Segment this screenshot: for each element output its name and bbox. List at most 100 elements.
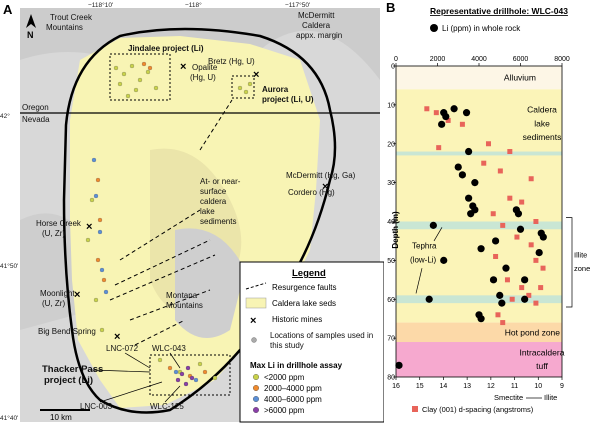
label-wlc043: WLC-043 xyxy=(152,344,186,353)
legend-item: Resurgence faults xyxy=(272,283,336,292)
bottom-tick-label: 10 xyxy=(534,383,542,390)
depth-zone xyxy=(396,322,562,343)
smectite-label: Smectite xyxy=(494,393,523,402)
label-montana: Mountains xyxy=(166,301,203,310)
label-lake-seds: surface xyxy=(200,187,227,196)
assay-class-label: 4000–6000 ppm xyxy=(264,395,322,404)
clay-point xyxy=(500,222,506,228)
label-opalite: Opalite xyxy=(192,63,218,72)
y-tick-label: 20 xyxy=(387,141,395,148)
clay-point xyxy=(540,265,546,271)
label-moonlight: (U, Zr) xyxy=(42,299,65,308)
clay-point xyxy=(433,110,439,116)
clay-point xyxy=(526,292,532,298)
leader-lines xyxy=(91,352,181,403)
assay-class-marker xyxy=(252,385,259,392)
thacker-box xyxy=(149,354,231,396)
label-lnc003: LNC-003 xyxy=(80,402,113,411)
sample-location-symbol xyxy=(251,337,257,343)
label-lake-seds: lake xyxy=(200,207,215,216)
jindalee-box xyxy=(109,53,171,101)
scale-label: 10 km xyxy=(50,413,72,422)
label-lnc072: LNC-072 xyxy=(106,344,139,353)
label-big-bend: Big Bend Spring xyxy=(38,327,96,336)
lon-tick: −117°50' xyxy=(285,1,310,9)
svg-text:×: × xyxy=(86,221,92,233)
li-point xyxy=(450,105,458,113)
svg-text:×: × xyxy=(180,61,186,73)
li-point xyxy=(465,147,473,156)
label-thacker: Thacker Pass xyxy=(42,364,103,375)
illite-zone-label: Illite xyxy=(574,250,587,259)
clay-point xyxy=(519,285,525,291)
label-margin: Caldera xyxy=(302,21,331,30)
assay-class-marker xyxy=(252,407,259,414)
caldera-map: × × × × × × −118°10' −118° −117°50' 42° 41°50… xyxy=(0,1,384,423)
historic-mine-markers: × × × × × × xyxy=(74,61,328,343)
label-aurora: project (Li, U) xyxy=(262,95,314,104)
clay-point xyxy=(445,117,451,123)
li-point xyxy=(521,295,529,303)
li-point xyxy=(438,120,446,128)
bottom-tick-label: 12 xyxy=(487,383,495,390)
lon-tick: −118°10' xyxy=(88,1,113,9)
li-point xyxy=(454,163,462,171)
lat-tick: 41°40' xyxy=(0,414,18,422)
lat-tick: 42° xyxy=(0,112,10,120)
top-tick-label: 2000 xyxy=(430,56,446,63)
y-tick-label: 10 xyxy=(387,102,395,109)
lon-tick: −118° xyxy=(185,1,202,9)
li-point xyxy=(425,295,433,303)
depth-zone xyxy=(396,66,562,90)
drillhole-chart: B Representative drillhole: WLC-043 Li (… xyxy=(386,0,590,414)
y-tick-label: 0 xyxy=(391,64,395,71)
label-opalite: (Hg, U) xyxy=(190,73,216,82)
clay-point xyxy=(495,312,501,318)
clay-point xyxy=(533,300,539,306)
li-point xyxy=(442,112,450,121)
clay-point xyxy=(436,145,442,151)
clay-point xyxy=(497,168,503,174)
label-margin: McDermitt xyxy=(298,11,335,20)
bottom-tick-label: 15 xyxy=(416,383,424,390)
lake-seds-swatch xyxy=(245,297,267,309)
li-point xyxy=(502,264,510,272)
clay-point xyxy=(533,219,539,224)
tephra-band xyxy=(396,151,562,156)
li-point xyxy=(477,245,485,253)
tephra-label: (low-Li) xyxy=(410,255,437,264)
li-point xyxy=(489,276,498,284)
map-legend: Legend Resurgence faults Caldera lake se… xyxy=(239,261,384,423)
clay-point xyxy=(459,121,465,127)
li-point xyxy=(496,291,504,299)
label-lake-seds: sediments xyxy=(200,217,236,226)
li-point xyxy=(471,206,479,214)
label-margin: appx. margin xyxy=(296,31,342,40)
assay-class-list: <2000 ppm 2000–4000 ppm 4000–6000 ppm >6000… xyxy=(252,373,322,415)
panel-letter-b: B xyxy=(386,0,395,15)
li-point xyxy=(535,249,543,257)
top-tick-label: 8000 xyxy=(554,56,570,63)
label-lake-seds: At- or near- xyxy=(200,177,241,186)
label-horse-creek: (U, Zr) xyxy=(42,229,65,238)
label-trout-creek: Trout Creek xyxy=(50,13,93,22)
panel-letter-a: A xyxy=(3,2,13,17)
clay-point xyxy=(519,199,525,205)
label-mcdermitt-mine: McDermitt (Hg, Ga) xyxy=(286,171,356,180)
clay-point xyxy=(481,160,487,166)
tephra-band xyxy=(396,221,562,230)
assay-class-label: >6000 ppm xyxy=(264,406,305,415)
svg-text:×: × xyxy=(74,289,80,301)
clay-point xyxy=(485,141,491,147)
illite-zone-label: zone xyxy=(574,264,590,273)
assay-class-marker xyxy=(252,396,259,403)
legend-title: Legend xyxy=(292,268,326,279)
clay-point xyxy=(528,242,534,248)
chart-title: Representative drillhole: WLC-043 xyxy=(430,6,568,16)
y-tick-label: 40 xyxy=(387,219,395,226)
clay-point xyxy=(500,320,506,326)
svg-text:×: × xyxy=(253,69,259,81)
label-oregon: Oregon xyxy=(22,103,49,112)
clay-point xyxy=(493,253,499,259)
label-bretz: Bretz (Hg, U) xyxy=(208,57,255,66)
